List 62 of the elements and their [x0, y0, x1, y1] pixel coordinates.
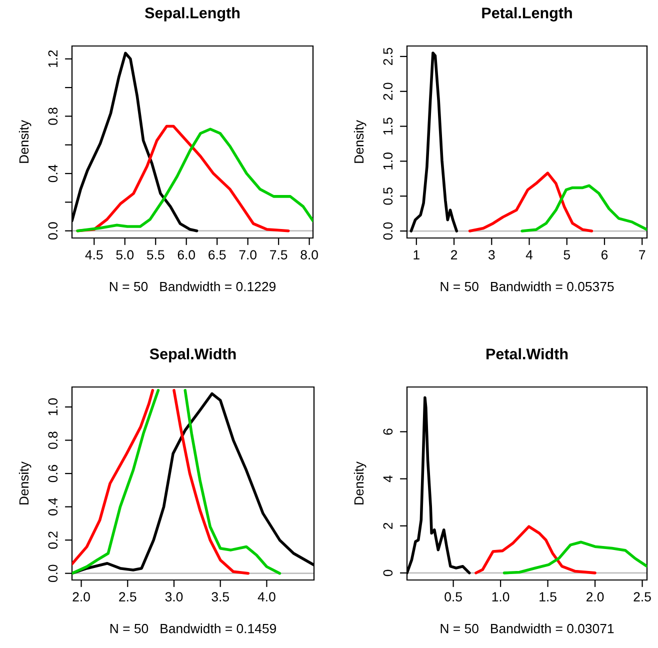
y-tick-label: 0.0: [48, 564, 58, 582]
y-tick-label: 1.2: [48, 50, 58, 68]
y-tick-label: 4: [383, 476, 392, 482]
y-tick-label: 2: [383, 522, 392, 529]
y-tick-label: 0.0: [48, 222, 58, 240]
chart-title: Sepal.Width: [150, 348, 236, 362]
x-tick-label: 2.0: [72, 592, 90, 602]
x-tick-label: 7: [639, 250, 646, 260]
y-tick-label: 0.0: [383, 222, 393, 240]
x-tick-label: 8.0: [300, 250, 318, 260]
y-tick-label: 2.5: [383, 48, 393, 65]
chart-title: Sepal.Length: [144, 7, 240, 22]
x-tick-label: 5.5: [146, 250, 164, 260]
x-tick-label: 1: [414, 250, 420, 260]
x-tick-label: 3.5: [212, 592, 229, 602]
x-axis-title: N = 50 Bandwidth = 0.05375: [440, 282, 614, 292]
y-tick-label: 0.4: [48, 164, 58, 182]
x-axis-title: N = 50 Bandwidth = 0.03071: [440, 624, 614, 634]
x-tick-label: 2.5: [119, 592, 136, 602]
y-axis-title: Density: [354, 462, 366, 504]
line-series: [468, 172, 594, 232]
y-tick-label: 0: [383, 570, 393, 576]
y-tick-label: 0.6: [48, 464, 58, 482]
y-tick-label: 1.0: [48, 398, 58, 416]
line-series: [410, 52, 458, 232]
x-tick-label: 2.0: [586, 592, 604, 602]
line-series: [502, 540, 647, 574]
x-tick-label: 3.0: [165, 592, 183, 602]
x-tick-label: 6: [601, 250, 608, 260]
chart-title: Petal.Length: [482, 7, 572, 22]
x-tick-label: 5: [564, 250, 570, 260]
chart-title: Petal.Width: [486, 348, 568, 360]
y-tick-label: 1.5: [383, 118, 393, 134]
x-tick-label: 1.5: [540, 592, 556, 602]
y-axis-title: Density: [18, 120, 32, 163]
y-axis-title: Density: [18, 462, 32, 504]
x-tick-label: 7.0: [239, 250, 256, 260]
x-tick-label: 6.0: [178, 250, 196, 260]
y-tick-label: 0.2: [48, 532, 58, 549]
y-tick-label: 0.5: [383, 187, 393, 205]
x-tick-label: 5.0: [116, 250, 134, 260]
x-axis-title: N = 50 Bandwidth = 0.1229: [110, 282, 276, 292]
x-tick-label: 4: [526, 250, 533, 260]
x-tick-label: 3: [488, 250, 495, 260]
x-tick-label: 4.5: [85, 250, 103, 260]
x-tick-label: 7.5: [270, 250, 288, 260]
y-tick-label: 0.8: [48, 108, 58, 125]
y-tick-label: 0.4: [48, 498, 58, 516]
x-tick-label: 0.5: [444, 592, 462, 602]
x-tick-label: 2.5: [634, 592, 651, 602]
x-tick-label: 6.5: [208, 250, 226, 260]
y-tick-label: 2.0: [383, 82, 393, 100]
x-tick-label: 1.0: [492, 592, 510, 602]
line-series: [474, 525, 596, 574]
x-tick-label: 2: [451, 250, 458, 260]
x-tick-label: 4.0: [258, 592, 276, 602]
line-series: [520, 184, 647, 232]
y-tick-label: 6: [383, 428, 393, 435]
y-axis-title: Density: [354, 120, 366, 163]
y-tick-label: 1.0: [383, 152, 393, 170]
x-axis-title: N = 50 Bandwidth = 0.1459: [110, 624, 276, 634]
y-tick-label: 0.8: [48, 432, 58, 449]
